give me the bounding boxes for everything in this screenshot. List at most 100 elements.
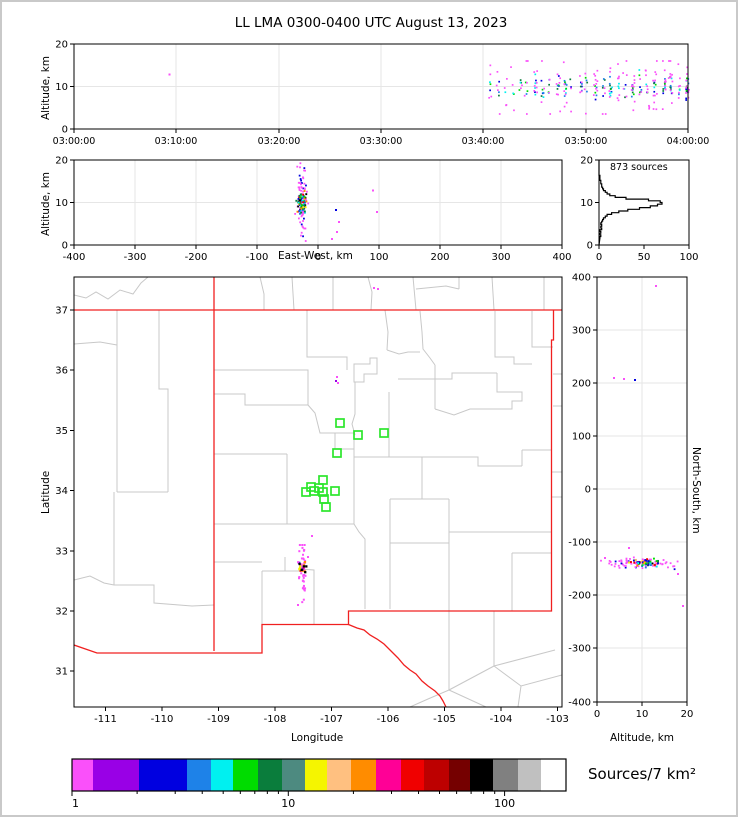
county-line [412, 277, 417, 311]
svg-text:20: 20 [55, 40, 68, 51]
county-line [291, 277, 295, 311]
svg-text:20: 20 [55, 156, 68, 167]
svg-text:100: 100 [369, 252, 388, 263]
colorbar-segment [72, 759, 94, 791]
svg-text:-105: -105 [433, 714, 456, 725]
p2-ylabel: Altitude, km [40, 171, 52, 236]
lma-station-marker [318, 487, 328, 497]
lma-station-marker [353, 430, 363, 440]
svg-text:04:00:00: 04:00:00 [667, 136, 710, 147]
county-line [398, 372, 497, 380]
county-line [351, 382, 356, 436]
colorbar-segment [187, 759, 212, 791]
svg-text:-400: -400 [63, 252, 86, 263]
svg-text:03:40:00: 03:40:00 [462, 136, 505, 147]
svg-text:03:50:00: 03:50:00 [565, 136, 608, 147]
colorbar-segment [449, 759, 471, 791]
svg-text:-108: -108 [264, 714, 287, 725]
colorbar-segment [351, 759, 377, 791]
colorbar-segment [424, 759, 450, 791]
colorbar-segment [401, 759, 425, 791]
county-line [434, 373, 523, 416]
svg-text:0: 0 [315, 252, 321, 263]
county-line [259, 277, 265, 310]
svg-text:200: 200 [572, 379, 591, 390]
county-line [517, 685, 522, 707]
county-line [74, 277, 149, 300]
svg-text:-400: -400 [568, 698, 591, 709]
svg-text:300: 300 [572, 326, 591, 337]
svg-text:-106: -106 [377, 714, 400, 725]
svg-text:10: 10 [55, 82, 68, 93]
svg-text:03:30:00: 03:30:00 [360, 136, 403, 147]
svg-text:0: 0 [62, 241, 68, 252]
svg-text:-107: -107 [320, 714, 343, 725]
svg-text:0: 0 [594, 709, 600, 720]
county-line [353, 357, 378, 383]
hist-annotation: 873 sources [610, 162, 668, 173]
lma-station-marker [309, 486, 319, 496]
county-line [74, 575, 115, 586]
colorbar-tick-label: 10 [281, 797, 295, 810]
colorbar-segment [93, 759, 140, 791]
svg-text:31: 31 [55, 667, 68, 678]
ew_height-panel: -400 -300 -200 -100 0 100 200 300 400 0 10 20 [55, 156, 571, 264]
lma-station-marker [335, 418, 345, 428]
svg-text:0: 0 [62, 125, 68, 136]
lma-station-marker [321, 502, 331, 512]
svg-text:03:10:00: 03:10:00 [155, 136, 198, 147]
svg-text:10: 10 [636, 709, 649, 720]
colorbar-segment [493, 759, 519, 791]
svg-text:20: 20 [580, 156, 593, 167]
county-line [158, 310, 169, 492]
map-geography [74, 277, 562, 707]
county-line [493, 665, 562, 687]
svg-text:-100: -100 [246, 252, 269, 263]
colorbar-segment [139, 759, 188, 791]
county-line [491, 277, 495, 311]
county-line [353, 523, 366, 609]
svg-text:32: 32 [55, 607, 68, 618]
lma-station-marker [318, 475, 328, 485]
county-line [415, 285, 460, 290]
county-line [298, 568, 315, 624]
county-line [214, 369, 309, 405]
colorbar-segment [376, 759, 402, 791]
colorbar-segment [470, 759, 494, 791]
svg-text:-200: -200 [568, 591, 591, 602]
county-line [306, 310, 348, 370]
county-line [409, 689, 450, 707]
colorbar-segment [282, 759, 306, 791]
lma-station-marker [301, 487, 311, 497]
plan_map-panel: -111 -110 -109 -108 -107 -106 -105 -104 -103 37 36… [55, 276, 569, 725]
svg-text:10: 10 [580, 198, 593, 209]
svg-text:300: 300 [491, 252, 510, 263]
svg-text:03:00:00: 03:00:00 [53, 136, 96, 147]
colorbar-segment [233, 759, 259, 791]
svg-text:-109: -109 [207, 714, 230, 725]
colorbar-segment [305, 759, 328, 791]
svg-text:0: 0 [596, 252, 602, 263]
county-line [386, 349, 420, 355]
svg-text:100: 100 [679, 252, 698, 263]
lma-station-marker [330, 486, 340, 496]
lma-station-marker [379, 428, 389, 438]
ns_height-panel: 0 10 20 400 300 200 100 0 -100 -200 -300 -400 [568, 273, 693, 721]
state-border [348, 623, 447, 707]
colorbar-segment [211, 759, 234, 791]
state-border [74, 310, 555, 654]
ns-ylabel: North-South, km [690, 447, 702, 534]
svg-text:37: 37 [55, 306, 68, 317]
county-line [494, 311, 532, 365]
svg-text:-103: -103 [546, 714, 569, 725]
svg-text:33: 33 [55, 547, 68, 558]
county-line [354, 456, 522, 467]
colorbar-segment [518, 759, 542, 791]
colorbar-segment [541, 759, 567, 791]
svg-text:0: 0 [585, 485, 591, 496]
svg-text:-100: -100 [568, 538, 591, 549]
svg-text:0: 0 [587, 241, 593, 252]
svg-text:35: 35 [55, 426, 68, 437]
